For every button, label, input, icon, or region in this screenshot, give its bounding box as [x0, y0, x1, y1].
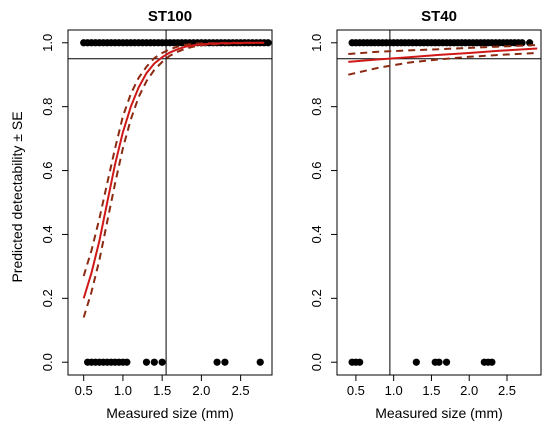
x-tick-label: 2.5 — [232, 383, 250, 398]
data-point-missed — [442, 358, 451, 366]
fitted-line — [348, 47, 538, 63]
data-point-detected — [518, 39, 526, 47]
se-lower-line — [348, 52, 538, 76]
chart-title: ST40 — [421, 8, 457, 25]
se-upper-line — [82, 41, 265, 277]
y-tick-label: 0.6 — [309, 162, 324, 180]
data-point-missed — [142, 358, 151, 366]
y-tick-label: 1.0 — [309, 34, 324, 52]
y-tick-label: 0.8 — [40, 98, 55, 116]
x-axis-label: Measured size (mm) — [375, 405, 503, 421]
data-point-missed — [412, 358, 420, 366]
y-tick-label: 0.2 — [40, 289, 55, 307]
y-tick-label: 0.8 — [309, 98, 324, 116]
y-tick-label: 0.4 — [309, 225, 324, 243]
plot-frame — [67, 29, 273, 376]
y-tick-label: 0.2 — [309, 289, 324, 307]
data-point-missed — [150, 358, 158, 366]
se-lower-line — [82, 41, 265, 318]
x-tick-label: 0.5 — [75, 383, 93, 398]
data-point-missed — [213, 358, 221, 366]
y-tick-label: 0.6 — [40, 162, 55, 180]
panel-st100: ST100 Measured size (mm) 0.5 1.0 1.5 2.0 2.5 0.… — [40, 8, 273, 421]
data-point-missed — [435, 358, 443, 366]
y-tick-label: 1.0 — [40, 34, 55, 52]
x-tick-label: 1.0 — [385, 383, 403, 398]
se-upper-line — [348, 44, 538, 55]
y-tick-label: 0.0 — [309, 353, 324, 371]
x-tick-label: 1.5 — [153, 383, 171, 398]
x-tick-label: 2.0 — [460, 383, 478, 398]
x-tick-label: 2.0 — [192, 383, 210, 398]
chart-title: ST100 — [148, 8, 192, 25]
data-point-missed — [221, 358, 229, 366]
y-tick-label: 0.0 — [40, 353, 55, 371]
fitted-line — [82, 41, 265, 299]
data-point-missed — [356, 358, 364, 366]
panel-st40: ST40 Measured size (mm) 0.5 1.0 1.5 2.0 2.5 0.0… — [309, 8, 542, 421]
x-tick-label: 1.5 — [422, 383, 440, 398]
data-point-detected — [264, 39, 272, 47]
x-tick-label: 0.5 — [347, 383, 365, 398]
x-tick-label: 1.0 — [114, 383, 132, 398]
plot-frame — [336, 29, 542, 376]
y-axis-label: Predicted detectability ± SE — [9, 111, 25, 282]
x-axis-label: Measured size (mm) — [106, 405, 234, 421]
data-point-missed — [158, 358, 166, 366]
y-tick-label: 0.4 — [40, 225, 55, 243]
data-point-missed — [123, 358, 131, 366]
data-point-missed — [488, 358, 496, 366]
x-tick-label: 2.5 — [498, 383, 516, 398]
data-point-missed — [256, 358, 264, 366]
